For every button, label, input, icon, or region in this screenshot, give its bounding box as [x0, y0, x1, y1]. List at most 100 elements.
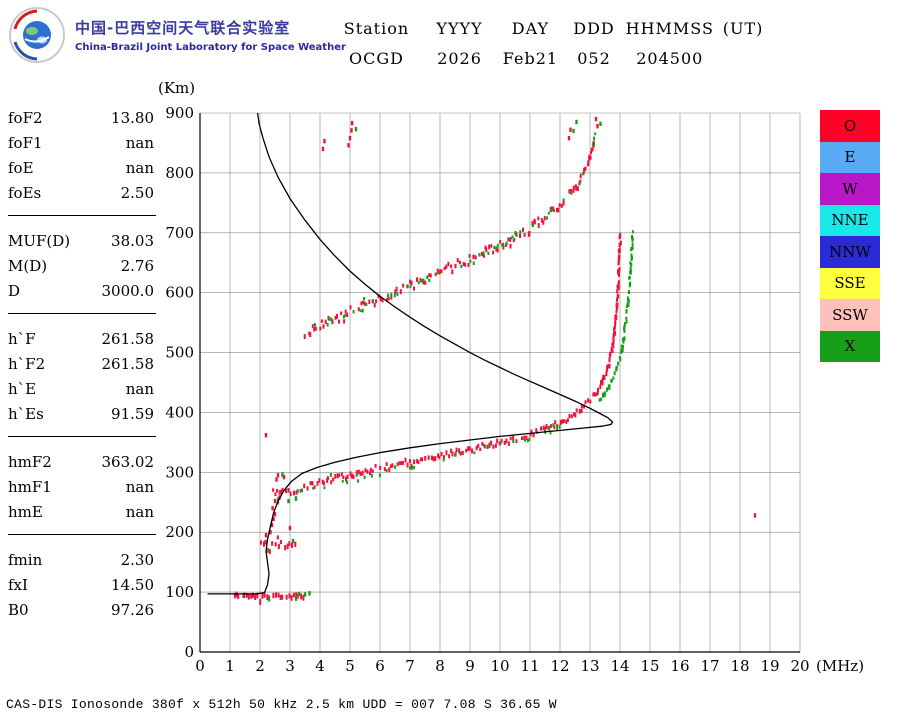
param-label: h`Es: [8, 405, 44, 423]
y-tick-label: 300: [165, 463, 194, 481]
param-label: foEs: [8, 184, 42, 202]
param-label: D: [8, 282, 21, 300]
param-row: hmE nan: [8, 500, 156, 525]
param-label: M(D): [8, 257, 48, 275]
ionogram-plot: 0 1 2 3 4 5 6 7 8 9 10 11 12 13 14 15 16 17 18 19 2001002003…: [158, 79, 864, 675]
header-value-4: 204500: [636, 49, 704, 68]
param-group-4: fmin 2.30 fxI 14.50 B0 97.26: [8, 548, 156, 632]
param-value: 3000.0: [101, 282, 155, 300]
series-E-region-band-O: [259, 535, 297, 554]
series-true-height-profile: [207, 112, 614, 595]
logo-blue-arc: [13, 41, 38, 61]
x-tick-label: 0: [195, 657, 205, 675]
echo-type-legend: O E W NNE NNW SSE SSW X: [820, 110, 880, 362]
param-value: 363.02: [101, 453, 155, 471]
param-panel: foF2 13.80 foF1 nan foE nan foEs 2.50 MUF(D) 38.0…: [8, 106, 156, 645]
param-value: nan: [125, 503, 154, 521]
x-tick-label: 12: [550, 657, 569, 675]
param-row: h`Es 91.59: [8, 402, 156, 427]
x-tick-label: 16: [670, 657, 689, 675]
legend-label: O: [843, 116, 857, 135]
y-tick-label: 0: [184, 643, 194, 661]
x-tick-label: 18: [730, 657, 749, 675]
y-tick-label: 100: [165, 583, 194, 601]
header-value-2: Feb21: [502, 49, 559, 68]
param-row: hmF2 363.02: [8, 450, 156, 475]
logo-globe-icon: [23, 21, 51, 49]
y-axis-unit-label: (Km): [158, 79, 195, 97]
x-tick-label: 13: [580, 657, 599, 675]
param-label: foF1: [8, 134, 43, 152]
legend-item-NNE: NNE: [820, 204, 880, 236]
header-labels-row: Station YYYY DAY DDD HHMMSS (UT): [330, 14, 770, 44]
param-label: h`F: [8, 330, 36, 348]
legend-item-W: W: [820, 173, 880, 205]
y-tick-label: 200: [165, 523, 194, 541]
param-label: hmF1: [8, 478, 52, 496]
x-tick-label: 17: [700, 657, 719, 675]
station-header: Station YYYY DAY DDD HHMMSS (UT) OCGD 2026 Feb2…: [330, 14, 770, 74]
param-row: foEs 2.50: [8, 181, 156, 206]
param-label: MUF(D): [8, 232, 71, 250]
x-tick-label: 5: [345, 657, 355, 675]
x-tick-label: 3: [285, 657, 295, 675]
series-F-trace-O-second-hop: [303, 140, 595, 339]
legend-label: NNE: [831, 211, 869, 230]
param-row: MUF(D) 38.03: [8, 229, 156, 254]
series-E-region-scatter-O: [264, 473, 292, 538]
x-tick-label: 10: [490, 657, 509, 675]
param-row: foF1 nan: [8, 131, 156, 156]
param-row: fmin 2.30: [8, 548, 156, 573]
y-tick-label: 900: [165, 104, 194, 122]
param-label: fxI: [8, 576, 28, 594]
header-value-0: OCGD: [348, 49, 404, 68]
param-row: h`F2 261.58: [8, 352, 156, 377]
param-value: 2.50: [120, 184, 154, 202]
param-value: 14.50: [111, 576, 154, 594]
header-label-2: DAY: [511, 19, 550, 38]
x-tick-label: 7: [405, 657, 415, 675]
x-tick-label: 20: [790, 657, 809, 675]
y-tick-label: 400: [165, 403, 194, 421]
header-label-4: HHMMSS: [625, 19, 714, 38]
legend-item-O: O: [820, 110, 880, 142]
footer-text: CAS-DIS Ionosonde 380f x 512h 50 kHz 2.5…: [6, 697, 557, 712]
header-values-row: OCGD 2026 Feb21 052 204500: [330, 44, 770, 74]
x-tick-label: 14: [610, 657, 629, 675]
param-group-3: hmF2 363.02 hmF1 nan hmE nan: [8, 450, 156, 535]
legend-item-SSW: SSW: [820, 299, 880, 331]
param-label: foF2: [8, 109, 43, 127]
param-row: foF2 13.80: [8, 106, 156, 131]
logo-landmass: [26, 27, 38, 35]
lab-logo-block: 中国-巴西空间天气联合实验室 China-Brazil Joint Labora…: [8, 6, 346, 64]
param-row: h`F 261.58: [8, 327, 156, 352]
param-value: nan: [125, 478, 154, 496]
legend-label: SSW: [832, 305, 868, 324]
param-value: 91.59: [111, 405, 154, 423]
x-axis-unit-label: (MHz): [816, 657, 864, 675]
legend-item-E: E: [820, 141, 880, 173]
param-row: B0 97.26: [8, 598, 156, 623]
series-F-trace-O-first-hop: [272, 232, 622, 497]
param-value: 38.03: [111, 232, 154, 250]
param-row: fxI 14.50: [8, 573, 156, 598]
x-tick-label: 9: [465, 657, 475, 675]
param-label: foE: [8, 159, 34, 177]
x-tick-label: 6: [375, 657, 385, 675]
param-row: hmF1 nan: [8, 475, 156, 500]
logo-swirl: [24, 36, 50, 43]
param-value: 261.58: [101, 355, 155, 373]
y-tick-label: 700: [165, 224, 194, 242]
param-value: 261.58: [101, 330, 155, 348]
legend-label: E: [844, 148, 856, 167]
param-value: 2.76: [120, 257, 154, 275]
param-row: h`E nan: [8, 377, 156, 402]
legend-label: NNW: [829, 242, 871, 261]
logo-red-arc: [13, 9, 38, 30]
param-value: nan: [125, 134, 154, 152]
param-label: fmin: [8, 551, 43, 569]
header-label-0: Station: [343, 19, 410, 38]
param-value: nan: [125, 159, 154, 177]
header-value-1: 2026: [437, 49, 482, 68]
param-row: M(D) 2.76: [8, 254, 156, 279]
